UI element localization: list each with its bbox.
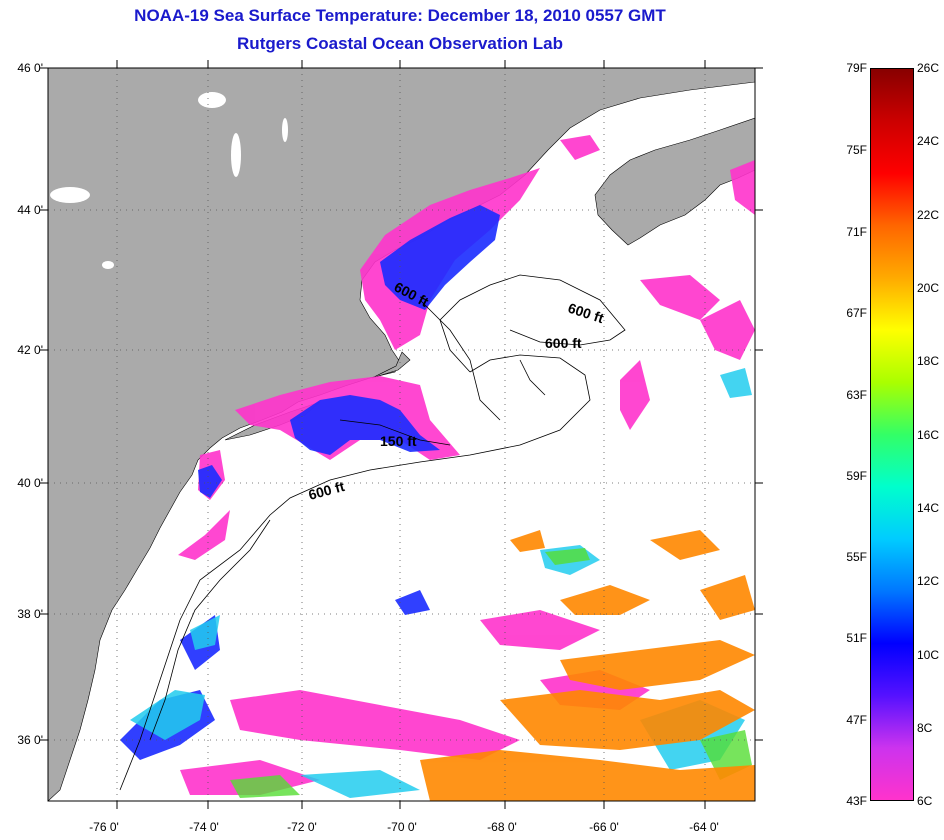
map-frame xyxy=(47,67,756,802)
colorbar-c-label: 18C xyxy=(917,354,940,368)
lat-tick-label: 44 0' xyxy=(17,203,43,217)
bathymetry-contours xyxy=(119,274,626,791)
lakes xyxy=(50,92,288,269)
colorbar-f-label: 79F xyxy=(846,61,867,75)
map-title: NOAA-19 Sea Surface Temperature: Decembe… xyxy=(134,6,666,25)
lat-tick-label: 46 0' xyxy=(17,61,43,75)
lat-tick-label: 38 0' xyxy=(17,607,43,621)
temperature-colorbar xyxy=(870,68,914,801)
colorbar-f-label: 63F xyxy=(846,388,867,402)
lat-lon-grid xyxy=(48,68,755,801)
contour-label: 600 ft xyxy=(545,335,582,351)
land-cape-cod xyxy=(371,351,411,379)
colorbar-c-label: 24C xyxy=(917,134,940,148)
colorbar-f-label: 75F xyxy=(846,143,867,157)
colorbar-c-label: 12C xyxy=(917,574,940,588)
map-subtitle: Rutgers Coastal Ocean Observation Lab xyxy=(237,34,563,53)
sst-warm-patches xyxy=(420,530,755,801)
lon-tick-label: -70 0' xyxy=(387,820,417,834)
colorbar-c-label: 10C xyxy=(917,648,940,662)
colorbar-c-label: 14C xyxy=(917,501,940,515)
lat-tick-label: 40 0' xyxy=(17,476,43,490)
colorbar-f-label: 59F xyxy=(846,469,867,483)
lat-tick-label: 42 0' xyxy=(17,343,43,357)
lon-tick-label: -68 0' xyxy=(487,820,517,834)
colorbar-f-label: 43F xyxy=(846,794,867,808)
lon-tick-label: -64 0' xyxy=(689,820,719,834)
colorbar-f-label: 51F xyxy=(846,631,867,645)
colorbar-c-label: 26C xyxy=(917,61,940,75)
colorbar-c-label: 16C xyxy=(917,428,940,442)
lon-tick-label: -72 0' xyxy=(287,820,317,834)
colorbar-f-label: 55F xyxy=(846,550,867,564)
colorbar-c-label: 20C xyxy=(917,281,940,295)
colorbar-f-label: 67F xyxy=(846,306,867,320)
colorbar-c-label: 8C xyxy=(917,721,933,735)
lat-tick-label: 36 0' xyxy=(17,733,43,747)
colorbar-f-label: 47F xyxy=(846,713,867,727)
lon-tick-label: -74 0' xyxy=(189,820,219,834)
contour-label: 150 ft xyxy=(380,433,417,449)
colorbar-c-label: 6C xyxy=(917,794,933,808)
land-nova-scotia xyxy=(594,117,755,246)
lon-tick-label: -66 0' xyxy=(589,820,619,834)
colorbar-c-label: 22C xyxy=(917,208,940,222)
colorbar-f-label: 71F xyxy=(846,225,867,239)
axis-tick-marks xyxy=(40,60,763,809)
lon-tick-label: -76 0' xyxy=(89,820,119,834)
